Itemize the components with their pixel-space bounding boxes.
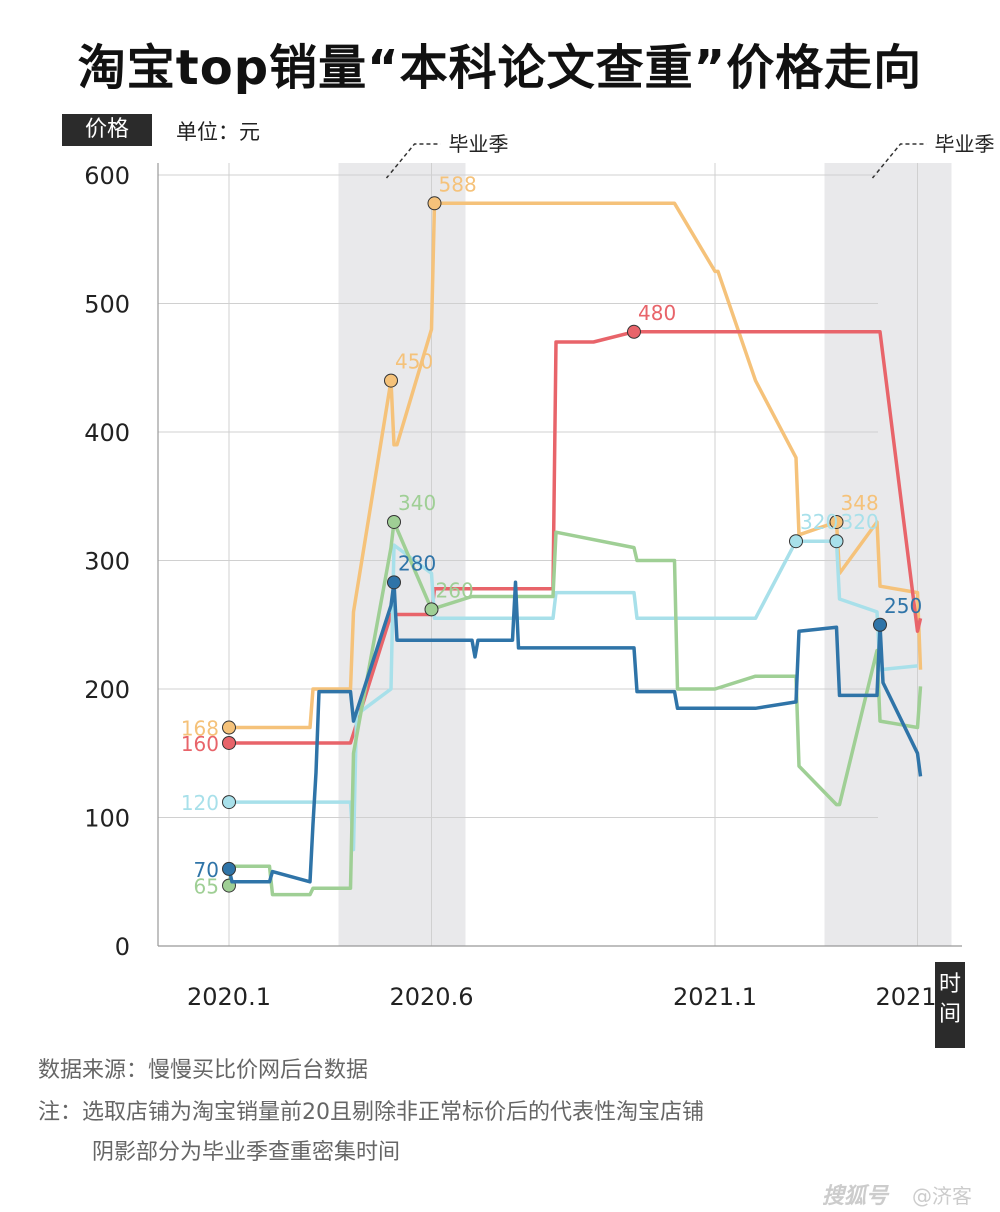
peak-label-light_blue-2: 320 xyxy=(841,510,879,534)
peak-point-light_blue-2 xyxy=(829,534,844,549)
peak-point-orange-2 xyxy=(427,196,442,211)
peak-point-light_blue-1 xyxy=(789,534,803,549)
note-line-2: 阴影部分为毕业季查重密集时间 xyxy=(92,1140,401,1165)
price-chart: 毕业季 毕业季 0 100 200 300 400 500 600 2020.1 2020.6 202… xyxy=(84,132,995,1011)
y-tick-label-0: 0 xyxy=(115,933,130,961)
peak-point-orange-3 xyxy=(829,514,844,529)
peak-label-blue-1: 280 xyxy=(398,551,436,575)
peak-label-light_blue-1: 320 xyxy=(800,510,838,534)
shaded-region-pointer-2 xyxy=(871,143,927,179)
series-line-blue xyxy=(227,580,923,884)
shaded-region-pointer-1 xyxy=(385,143,441,179)
unit-label: 单位：元 xyxy=(176,120,260,144)
x-tick-label-3: 2021.1 xyxy=(673,983,757,1011)
peak-label-orange-3: 348 xyxy=(841,491,879,515)
series-line-red xyxy=(229,330,923,745)
shaded-region-1 xyxy=(338,163,466,946)
peak-point-green-1 xyxy=(387,514,401,529)
watermark-logo: 搜狐号 xyxy=(822,1184,889,1209)
start-point-light_blue xyxy=(222,795,236,810)
shaded-region-label-1: 毕业季 xyxy=(449,132,509,156)
x-tick-label-1: 2020.1 xyxy=(187,983,271,1011)
peak-label-green-2: 260 xyxy=(436,578,474,602)
start-point-red xyxy=(222,735,236,750)
peak-point-red-1 xyxy=(627,324,641,339)
peak-label-red-1: 480 xyxy=(638,301,676,325)
y-tick-label-500: 500 xyxy=(84,291,130,319)
peak-label-blue-2: 250 xyxy=(884,594,922,618)
y-axis-tag: 价格 xyxy=(62,114,152,146)
watermark-author: @济客 xyxy=(912,1184,972,1208)
peak-label-orange-1: 450 xyxy=(395,350,433,374)
series-line-orange xyxy=(229,201,923,730)
start-label-green: 65 xyxy=(194,875,219,899)
note-line-1: 注：选取店铺为淘宝销量前20且剔除非正常标价后的代表性淘宝店铺 xyxy=(38,1100,704,1125)
x-axis-tag-char-1: 时 xyxy=(938,972,961,997)
y-tick-label-400: 400 xyxy=(84,419,130,447)
data-source: 数据来源：慢慢买比价网后台数据 xyxy=(38,1058,369,1083)
start-point-orange xyxy=(222,720,236,735)
x-axis-tag: 时 间 xyxy=(935,962,965,1048)
shaded-region-label-2: 毕业季 xyxy=(935,132,995,156)
peak-point-blue-2 xyxy=(873,617,887,632)
start-label-light_blue: 120 xyxy=(181,791,219,815)
start-point-blue xyxy=(222,861,236,876)
y-tick-label-300: 300 xyxy=(84,548,130,576)
peak-point-orange-1 xyxy=(384,373,398,388)
shaded-region-2 xyxy=(824,163,952,946)
series-line-light_blue xyxy=(229,539,918,852)
series-line-green xyxy=(227,520,923,897)
y-tick-label-600: 600 xyxy=(84,162,130,190)
chart-title: 淘宝top销量“本科论文查重”价格走向 xyxy=(77,40,923,96)
peak-point-blue-1 xyxy=(387,575,401,590)
start-label-orange: 168 xyxy=(181,717,219,741)
peak-label-orange-2: 588 xyxy=(439,172,477,196)
start-label-red: 160 xyxy=(181,732,219,756)
y-tick-label-200: 200 xyxy=(84,676,130,704)
peak-point-green-2 xyxy=(424,602,439,617)
start-label-blue: 70 xyxy=(194,858,219,882)
peak-label-green-1: 340 xyxy=(398,491,436,515)
x-tick-label-2: 2020.6 xyxy=(390,983,474,1011)
x-axis-tag-char-2: 间 xyxy=(938,1002,961,1027)
y-tick-label-100: 100 xyxy=(84,805,130,833)
